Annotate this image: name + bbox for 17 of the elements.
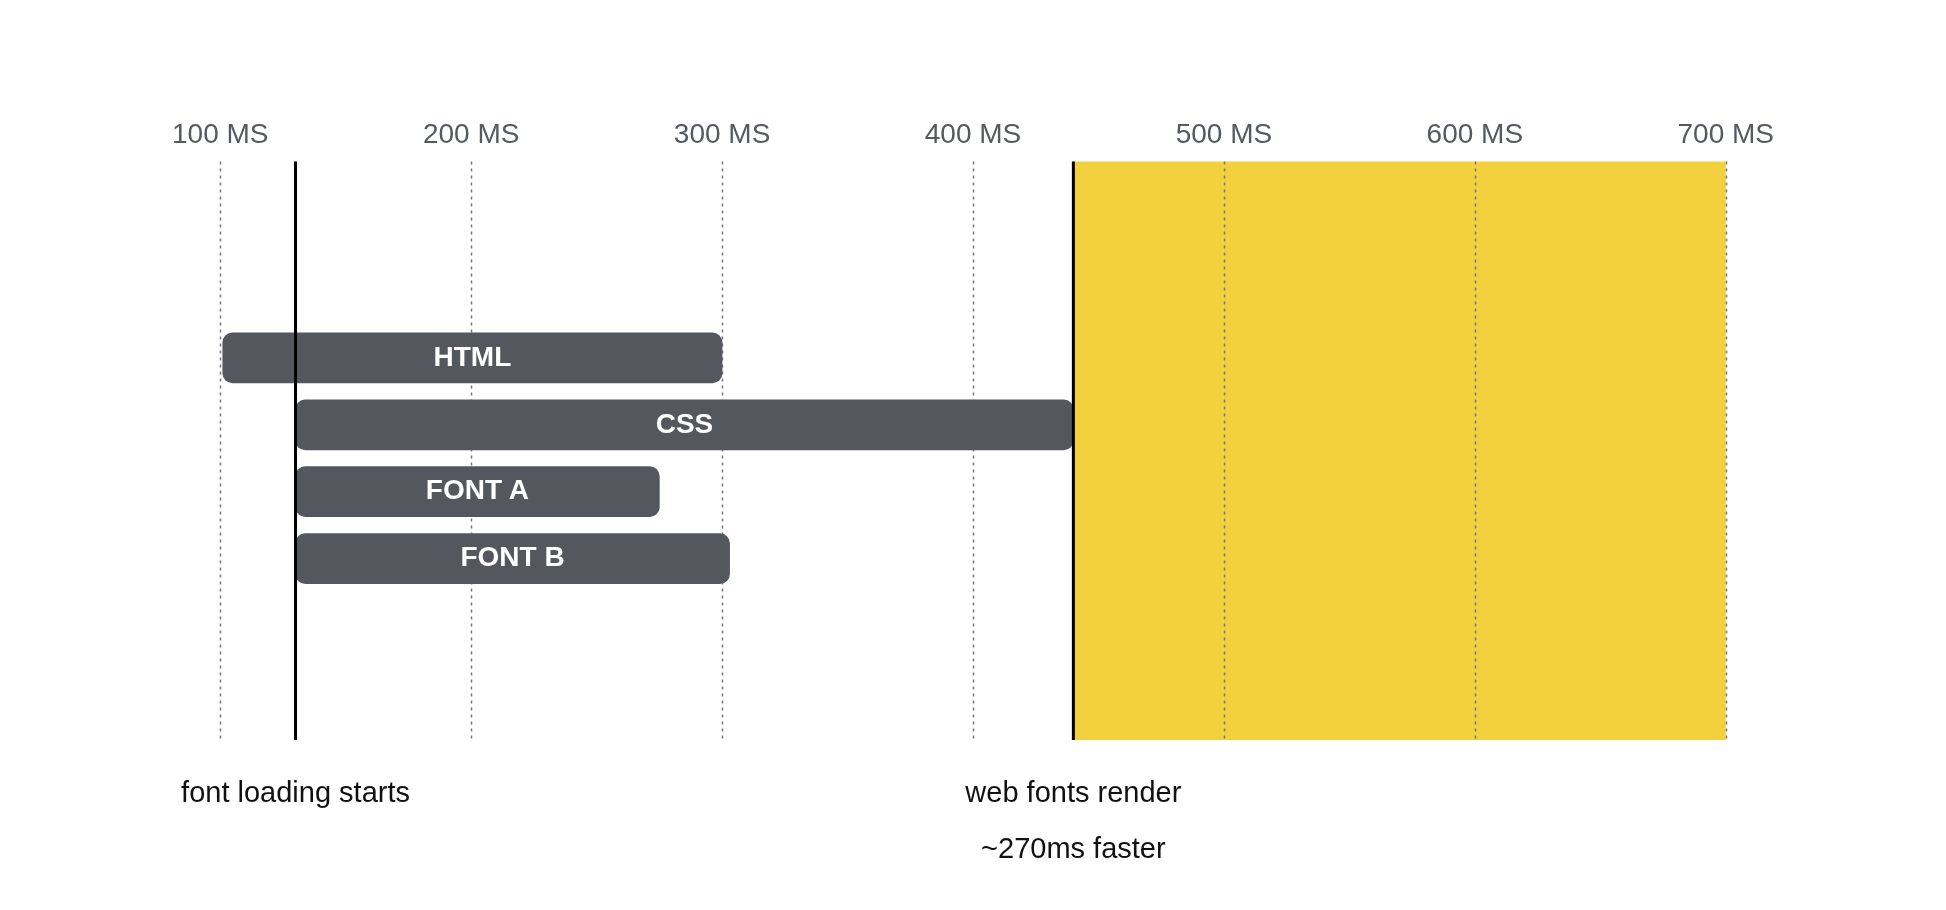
x-tick-label: 700 MS bbox=[1677, 118, 1774, 150]
x-tick-label: 300 MS bbox=[673, 118, 771, 150]
x-tick-label: 100 MS bbox=[172, 118, 269, 150]
x-tick-label: 500 MS bbox=[1175, 118, 1273, 150]
bar bbox=[295, 466, 660, 518]
bar bbox=[222, 332, 723, 384]
y-tick-label: FONT A bbox=[425, 474, 530, 506]
bar bbox=[295, 533, 730, 584]
y-tick-label: FONT B bbox=[460, 541, 565, 573]
x-tick-label: 200 MS bbox=[422, 118, 520, 150]
x-tick-label: 400 MS bbox=[924, 118, 1022, 150]
ref-line-label: web fonts render ~270ms faster bbox=[964, 776, 1182, 864]
x-tick-label: 600 MS bbox=[1426, 118, 1524, 150]
ref-line-label: font loading starts bbox=[181, 776, 410, 808]
y-tick-label: CSS bbox=[655, 407, 714, 439]
bar bbox=[295, 399, 1074, 451]
y-tick-label: HTML bbox=[433, 340, 512, 372]
